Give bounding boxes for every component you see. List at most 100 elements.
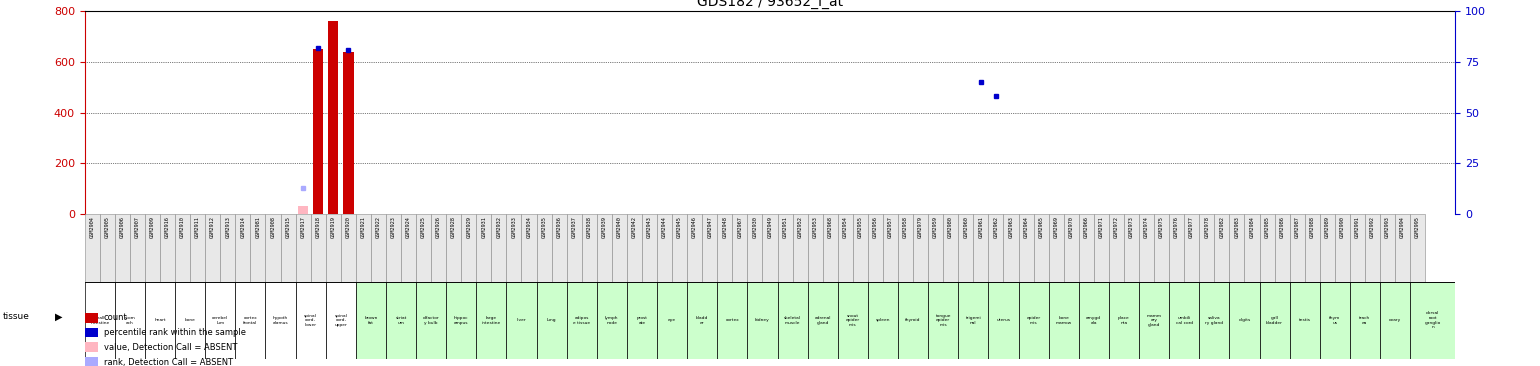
Bar [507, 214, 522, 282]
Text: value, Detection Call = ABSENT: value, Detection Call = ABSENT [103, 343, 237, 352]
Bar [1395, 214, 1411, 282]
Text: GSM2939: GSM2939 [602, 216, 607, 238]
Bar [913, 214, 929, 282]
Text: GSM2938: GSM2938 [587, 216, 591, 238]
Bar [1380, 282, 1411, 359]
Bar [1140, 214, 1153, 282]
Text: GSM2940: GSM2940 [618, 216, 622, 238]
Text: saliva
ry gland: saliva ry gland [1206, 316, 1223, 325]
Bar [116, 282, 145, 359]
Text: GSM2978: GSM2978 [1204, 216, 1209, 238]
Bar [328, 21, 339, 214]
Bar [85, 214, 100, 282]
Text: GSM2935: GSM2935 [542, 216, 547, 238]
Text: small
intestine: small intestine [91, 316, 109, 325]
Bar [598, 214, 611, 282]
Text: cerebel
lum: cerebel lum [213, 316, 228, 325]
Bar [85, 357, 99, 366]
Text: GSM2912: GSM2912 [211, 216, 216, 238]
Text: GSM2981: GSM2981 [256, 216, 260, 238]
Bar [340, 214, 356, 282]
Bar [325, 214, 340, 282]
Text: GSM2949: GSM2949 [767, 216, 773, 238]
Bar [793, 214, 807, 282]
Text: GSM2947: GSM2947 [707, 216, 713, 238]
Text: GSM2919: GSM2919 [331, 216, 336, 238]
Bar [747, 282, 778, 359]
Bar [567, 282, 598, 359]
Bar [400, 214, 416, 282]
Bar [1169, 214, 1184, 282]
Text: heart: heart [154, 318, 166, 322]
Text: GSM2911: GSM2911 [196, 216, 200, 238]
Text: GSM2929: GSM2929 [467, 216, 471, 238]
Bar [1304, 214, 1320, 282]
Bar [431, 214, 447, 282]
Text: ovary: ovary [1389, 318, 1401, 322]
Bar [325, 282, 356, 359]
Bar [205, 282, 236, 359]
Text: GSM2969: GSM2969 [1053, 216, 1058, 238]
Bar [536, 214, 551, 282]
Text: amygd
ala: amygd ala [1086, 316, 1101, 325]
Bar [762, 214, 778, 282]
Text: cortex
frontal: cortex frontal [243, 316, 257, 325]
Text: GSM2904: GSM2904 [89, 216, 95, 238]
Text: tissue: tissue [3, 312, 29, 321]
Text: GSM2932: GSM2932 [496, 216, 502, 238]
Text: GSM2957: GSM2957 [889, 216, 893, 238]
Text: GSM2918: GSM2918 [316, 216, 320, 238]
Text: GSM2971: GSM2971 [1100, 216, 1104, 238]
Text: GSM2948: GSM2948 [722, 216, 727, 238]
Text: GSM2979: GSM2979 [918, 216, 922, 238]
Bar [1184, 214, 1200, 282]
Bar [1153, 214, 1169, 282]
Text: count: count [103, 313, 128, 322]
Bar [447, 282, 476, 359]
Text: GSM2922: GSM2922 [376, 216, 380, 238]
Text: GSM2942: GSM2942 [631, 216, 638, 238]
Text: GSM2952: GSM2952 [798, 216, 802, 238]
Bar [85, 313, 99, 323]
Bar [718, 282, 747, 359]
Bar [627, 214, 642, 282]
Text: GSM2992: GSM2992 [1371, 216, 1375, 238]
Bar [85, 328, 99, 337]
Bar [1200, 214, 1215, 282]
Bar [687, 214, 702, 282]
Bar [627, 282, 658, 359]
Bar [265, 214, 280, 282]
Bar [1004, 214, 1018, 282]
Text: dorsal
root
ganglio
n: dorsal root ganglio n [1424, 311, 1441, 329]
Text: trigemi
nal: trigemi nal [966, 316, 981, 325]
Bar [838, 282, 869, 359]
Bar [658, 214, 671, 282]
Text: GSM2954: GSM2954 [842, 216, 849, 238]
Text: GSM2923: GSM2923 [391, 216, 396, 238]
Bar [85, 282, 116, 359]
Text: GSM2975: GSM2975 [1160, 216, 1164, 238]
Bar [476, 282, 507, 359]
Bar [387, 214, 400, 282]
Bar [205, 214, 220, 282]
Text: uterus: uterus [996, 318, 1010, 322]
Bar [1200, 282, 1229, 359]
Bar [1411, 214, 1424, 282]
Bar [416, 214, 431, 282]
Text: GSM2962: GSM2962 [993, 216, 998, 238]
Text: GSM2925: GSM2925 [420, 216, 427, 238]
Text: digits: digits [1238, 318, 1250, 322]
Bar [145, 214, 160, 282]
Text: tongue
epider
mis: tongue epider mis [935, 314, 952, 327]
Bar [1109, 214, 1124, 282]
Bar [1320, 214, 1335, 282]
Bar [85, 343, 99, 352]
Bar [1018, 214, 1033, 282]
Text: GSM2980: GSM2980 [949, 216, 953, 238]
Bar [1064, 214, 1078, 282]
Bar [778, 214, 793, 282]
Text: GSM2951: GSM2951 [782, 216, 787, 238]
Text: rank, Detection Call = ABSENT: rank, Detection Call = ABSENT [103, 358, 233, 366]
Bar [447, 214, 462, 282]
Text: hippoc
ampus: hippoc ampus [454, 316, 468, 325]
